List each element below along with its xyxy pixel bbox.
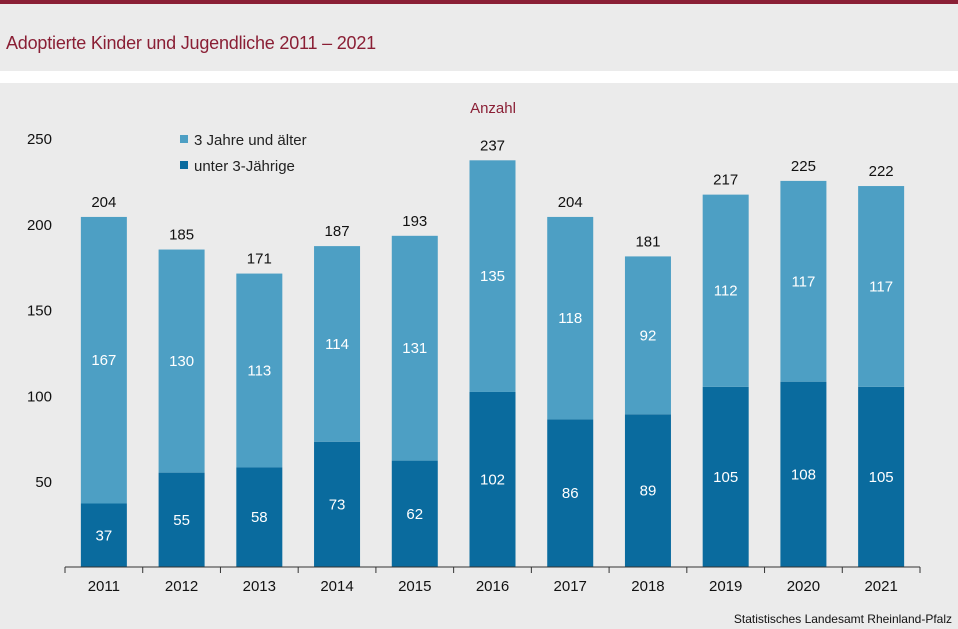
- data-label-upper: 130: [169, 353, 194, 370]
- bar-upper-2016: [469, 160, 516, 392]
- bar-lower-2016: [469, 391, 516, 567]
- x-tick-label: 2019: [709, 578, 742, 595]
- bar-upper-2013: [236, 273, 283, 468]
- y-tick-label: 50: [35, 474, 52, 491]
- plot-area: 50 100 150 200 250 37 167 204 2011 55 130 185 2012 58…: [27, 131, 921, 595]
- bar-upper-2015: [391, 235, 438, 461]
- bar-lower-2015: [391, 460, 438, 567]
- legend-label-lower: unter 3-Jährige: [194, 158, 295, 175]
- x-tick-label: 2014: [320, 578, 353, 595]
- total-label: 171: [247, 251, 272, 268]
- data-label-lower: 55: [173, 512, 190, 529]
- page-title: Adoptierte Kinder und Jugendliche 2011 –…: [6, 33, 376, 53]
- header: Adoptierte Kinder und Jugendliche 2011 –…: [0, 4, 958, 71]
- data-label-upper: 118: [558, 310, 582, 327]
- y-tick-label: 250: [27, 131, 52, 148]
- bar-lower-2021: [858, 386, 905, 567]
- y-tick-label: 150: [27, 303, 52, 320]
- x-tick-label: 2018: [631, 578, 664, 595]
- bar-lower-2014: [314, 441, 361, 567]
- bar-lower-2012: [158, 472, 205, 567]
- legend-label-upper: 3 Jahre und älter: [194, 132, 307, 149]
- x-tick-label: 2012: [165, 578, 198, 595]
- total-label: 193: [402, 213, 427, 230]
- x-tick-label: 2017: [554, 578, 587, 595]
- total-label: 204: [91, 194, 116, 211]
- data-label-upper: 131: [402, 340, 427, 357]
- bar-chart: Anzahl 3 Jahre und älter unter 3-Jährige…: [27, 100, 921, 595]
- x-tick-label: 2015: [398, 578, 431, 595]
- bar-lower-2011: [80, 503, 127, 567]
- bar-upper-2011: [80, 216, 127, 504]
- bar-lower-2018: [624, 414, 671, 567]
- total-label: 185: [169, 227, 194, 244]
- legend: 3 Jahre und älter unter 3-Jährige: [180, 132, 307, 175]
- bar-upper-2021: [858, 186, 905, 387]
- bar-upper-2012: [158, 249, 205, 473]
- total-label: 225: [791, 158, 816, 175]
- source-note: Statistisches Landesamt Rheinland-Pfalz: [733, 612, 952, 626]
- data-label-lower: 62: [406, 506, 423, 523]
- data-label-lower: 105: [869, 469, 894, 486]
- data-label-upper: 167: [91, 352, 116, 369]
- data-label-lower: 89: [640, 483, 657, 500]
- total-label: 237: [480, 137, 505, 154]
- data-label-lower: 108: [791, 466, 816, 483]
- x-tick-label: 2016: [476, 578, 509, 595]
- bar-lower-2020: [780, 381, 827, 567]
- top-accent-bar: [0, 0, 958, 4]
- bar-upper-2018: [624, 256, 671, 415]
- x-tick-label: 2021: [864, 578, 897, 595]
- data-label-lower: 37: [96, 527, 113, 544]
- legend-swatch-lower: [180, 161, 188, 169]
- data-label-upper: 117: [869, 278, 893, 295]
- data-label-upper: 113: [247, 363, 271, 380]
- data-label-lower: 73: [329, 496, 346, 513]
- unit-label: Anzahl: [470, 100, 516, 117]
- data-label-upper: 114: [325, 336, 349, 353]
- x-tick-label: 2013: [243, 578, 276, 595]
- x-tick-label: 2011: [88, 578, 120, 595]
- bar-lower-2019: [702, 386, 749, 567]
- data-label-lower: 102: [480, 471, 505, 488]
- data-label-lower: 86: [562, 485, 579, 502]
- data-label-upper: 112: [714, 283, 738, 300]
- total-label: 204: [558, 194, 583, 211]
- total-label: 217: [713, 172, 738, 189]
- y-tick-label: 200: [27, 217, 52, 234]
- bar-lower-2013: [236, 467, 283, 567]
- bar-upper-2019: [702, 194, 749, 387]
- header-divider: [0, 71, 958, 83]
- y-tick-label: 100: [27, 388, 52, 405]
- x-tick-label: 2020: [787, 578, 820, 595]
- bar-upper-2014: [314, 246, 361, 442]
- total-label: 181: [635, 233, 660, 250]
- data-label-lower: 105: [713, 469, 738, 486]
- data-label-upper: 92: [640, 327, 657, 344]
- bar-upper-2017: [547, 216, 594, 420]
- data-label-upper: 135: [480, 268, 505, 285]
- total-label: 222: [869, 163, 894, 180]
- data-label-lower: 58: [251, 509, 268, 526]
- total-label: 187: [325, 223, 350, 240]
- data-label-upper: 117: [791, 273, 815, 290]
- bar-lower-2017: [547, 419, 594, 567]
- bar-upper-2020: [780, 180, 827, 382]
- legend-swatch-upper: [180, 135, 188, 143]
